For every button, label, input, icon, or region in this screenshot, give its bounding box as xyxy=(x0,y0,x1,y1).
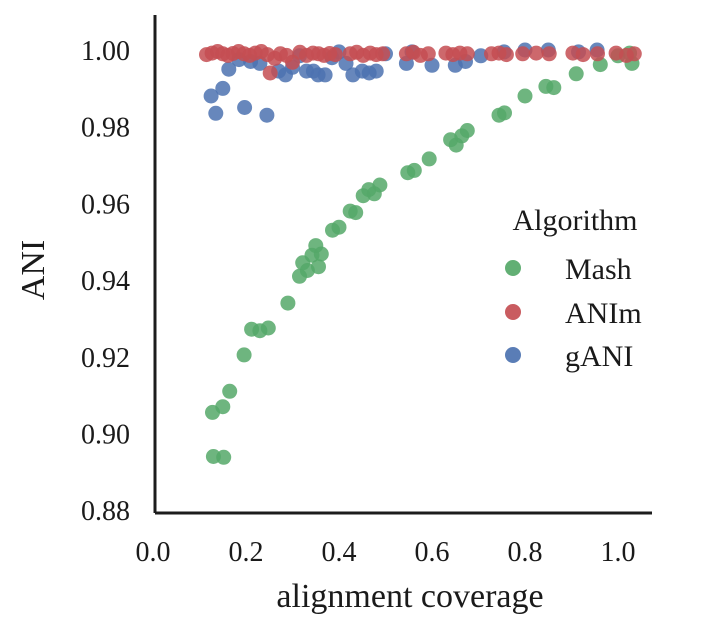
point-Mash xyxy=(260,320,276,336)
point-gANI xyxy=(237,100,253,115)
point-ANIm xyxy=(262,65,278,81)
point-Mash xyxy=(517,88,533,104)
x-tick-0.0: 0.0 xyxy=(136,537,171,568)
legend-item-mash: Mash xyxy=(505,253,632,286)
legend-label-gani: gANI xyxy=(565,340,633,373)
legend-marker-mash xyxy=(505,260,521,276)
point-ANIm xyxy=(575,47,591,63)
point-gANI xyxy=(368,63,384,79)
point-Mash xyxy=(459,123,475,138)
y-tick-labels: 1.00 0.98 0.96 0.94 0.92 0.90 0.88 xyxy=(81,36,130,527)
point-Mash xyxy=(313,246,329,262)
point-gANI xyxy=(221,61,237,77)
point-Mash xyxy=(216,449,232,465)
legend-label-mash: Mash xyxy=(565,253,632,286)
point-Mash xyxy=(311,259,326,275)
point-ANIm xyxy=(498,47,514,63)
point-ANIm xyxy=(327,47,343,63)
point-gANI xyxy=(259,107,275,123)
point-ANIm xyxy=(626,46,642,62)
point-Mash xyxy=(546,80,562,96)
point-Mash xyxy=(331,219,347,235)
point-gANI xyxy=(215,80,231,96)
legend-label-anim: ANIm xyxy=(565,297,642,330)
point-ANIm xyxy=(459,46,475,62)
legend-item-gani: gANI xyxy=(505,340,633,373)
point-gANI xyxy=(208,105,224,121)
y-tick-1.00: 1.00 xyxy=(81,36,130,67)
point-ANIm xyxy=(375,46,391,62)
y-axis-label: ANI xyxy=(15,240,52,300)
point-Mash xyxy=(222,383,238,399)
x-tick-0.6: 0.6 xyxy=(415,537,450,568)
legend-title: Algorithm xyxy=(513,204,638,237)
y-tick-0.90: 0.90 xyxy=(81,420,130,451)
x-tick-0.2: 0.2 xyxy=(229,537,264,568)
point-gANI xyxy=(317,67,333,83)
point-gANI xyxy=(203,88,219,104)
x-tick-labels: 0.0 0.2 0.4 0.6 0.8 1.0 xyxy=(136,537,636,568)
y-tick-0.94: 0.94 xyxy=(81,266,130,297)
y-tick-0.92: 0.92 xyxy=(81,343,130,374)
legend-item-anim: ANIm xyxy=(505,297,642,330)
point-Mash xyxy=(421,151,437,167)
point-ANIm xyxy=(515,46,531,62)
x-axis-label: alignment coverage xyxy=(276,578,543,615)
legend-marker-gani xyxy=(505,347,521,363)
point-Mash xyxy=(497,105,512,121)
x-tick-0.8: 0.8 xyxy=(508,537,543,568)
x-tick-0.4: 0.4 xyxy=(322,537,357,568)
point-Mash xyxy=(215,399,231,415)
point-Mash xyxy=(348,205,364,221)
point-ANIm xyxy=(590,46,605,62)
point-ANIm xyxy=(420,46,436,62)
point-Mash xyxy=(568,66,584,82)
point-gANI xyxy=(424,57,440,73)
point-ANIm xyxy=(541,46,557,62)
point-ANIm xyxy=(528,45,544,61)
y-tick-0.98: 0.98 xyxy=(81,113,130,144)
point-Mash xyxy=(280,295,296,311)
point-Mash xyxy=(236,347,252,363)
y-tick-0.88: 0.88 xyxy=(81,496,130,527)
y-tick-0.96: 0.96 xyxy=(81,189,130,220)
legend-marker-anim xyxy=(505,304,521,320)
point-Mash xyxy=(372,177,388,193)
scatter-points xyxy=(199,42,642,465)
legend: Algorithm Mash ANIm gANI xyxy=(505,204,642,373)
x-tick-1.0: 1.0 xyxy=(601,537,636,568)
point-Mash xyxy=(406,162,422,178)
